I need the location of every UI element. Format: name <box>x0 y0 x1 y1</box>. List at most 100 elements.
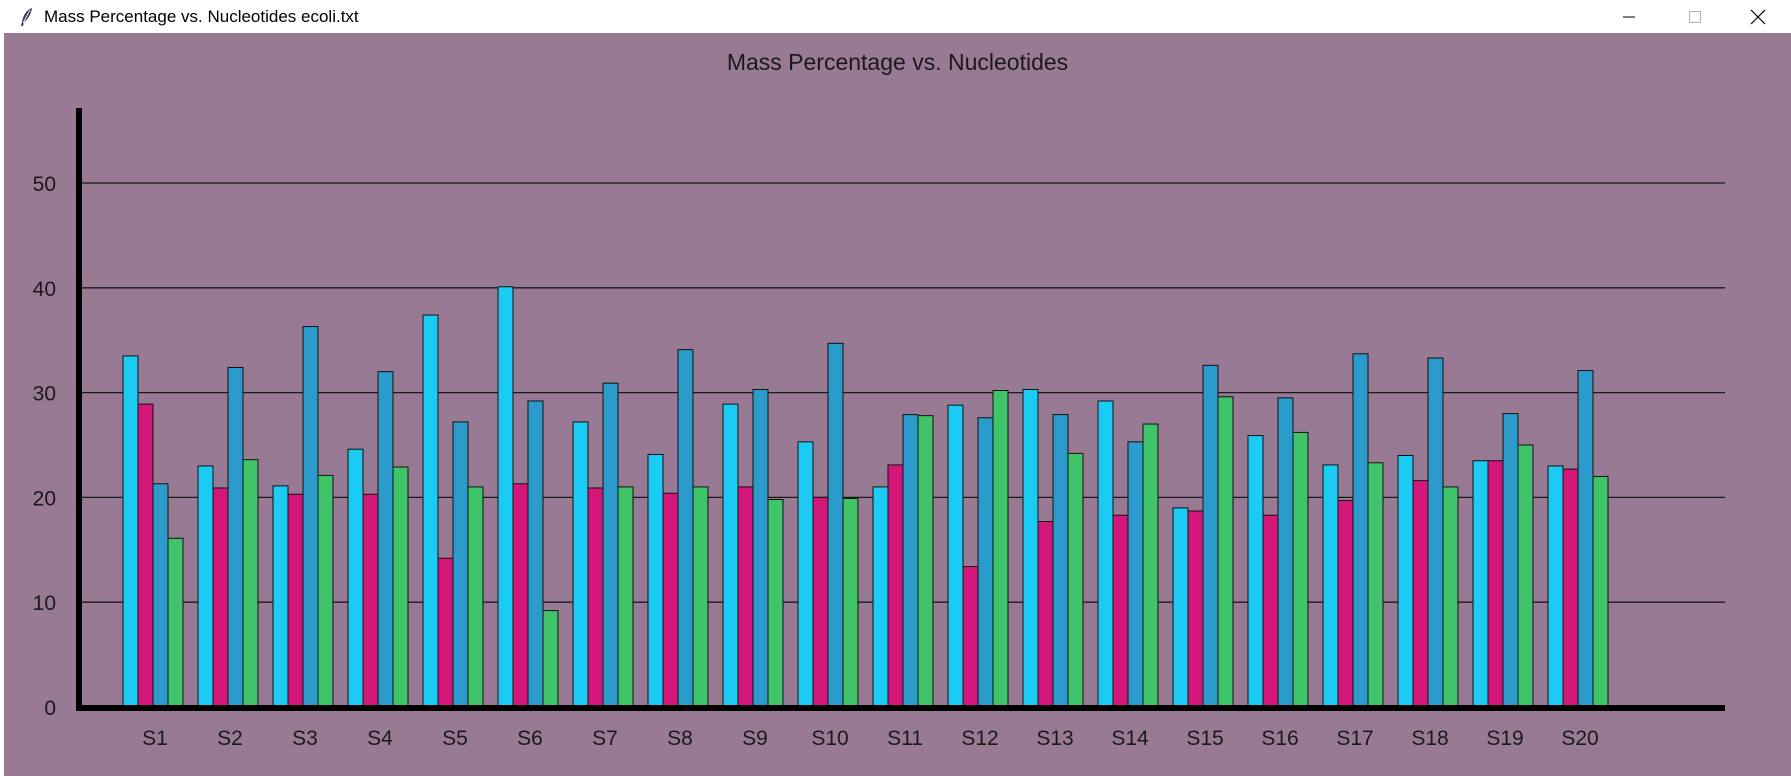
bar <box>167 537 184 708</box>
bar <box>587 487 604 708</box>
x-tick-label: S15 <box>1186 727 1223 750</box>
x-tick-label: S12 <box>961 727 998 750</box>
bar <box>1442 486 1459 708</box>
bar <box>617 486 634 708</box>
x-tick-label: S5 <box>442 727 468 750</box>
x-tick-label: S4 <box>367 727 393 750</box>
bar <box>647 453 664 708</box>
bar <box>992 390 1009 708</box>
window-title-bar: Mass Percentage vs. Nucleotides ecoli.tx… <box>0 0 1791 33</box>
bar <box>122 355 139 708</box>
bar <box>827 342 844 708</box>
y-tick-label: 20 <box>33 487 56 510</box>
bar <box>317 474 334 708</box>
bar <box>1322 464 1339 708</box>
bar <box>947 404 964 708</box>
bar <box>602 382 619 708</box>
bar-chart: 0 10 20 30 40 50 S1 S2 S3 S4 S5 S6 S7 S8 S9 S10 S11 S12 S1… <box>33 108 1725 750</box>
bar <box>1142 423 1159 708</box>
bar <box>917 415 934 708</box>
close-button[interactable] <box>1725 0 1791 33</box>
y-tick-label: 0 <box>44 697 56 720</box>
bar <box>722 403 739 708</box>
bar <box>1172 507 1189 708</box>
x-tick-label: S18 <box>1411 727 1448 750</box>
bar <box>1022 388 1039 708</box>
minimize-button[interactable] <box>1596 0 1662 33</box>
bar <box>812 496 829 708</box>
bar <box>572 421 589 708</box>
bar <box>1487 460 1504 708</box>
bar <box>1292 431 1309 708</box>
bar <box>902 414 919 708</box>
x-tick-label: S13 <box>1036 727 1073 750</box>
x-tick-label: S3 <box>292 727 318 750</box>
bar <box>1472 460 1489 708</box>
maximize-icon <box>1689 10 1701 23</box>
x-tick-label: S20 <box>1561 727 1598 750</box>
bar <box>452 421 469 708</box>
bar <box>677 349 694 708</box>
bar <box>1562 468 1579 708</box>
bar <box>437 557 454 708</box>
bar <box>1592 475 1609 708</box>
bar <box>227 366 244 708</box>
y-tick-label: 10 <box>33 592 56 615</box>
x-tick-label: S2 <box>217 727 243 750</box>
bar <box>1412 480 1429 708</box>
x-tick-label: S17 <box>1336 727 1373 750</box>
bar <box>512 483 529 708</box>
bar <box>1187 510 1204 708</box>
bar <box>527 400 544 708</box>
bar <box>212 487 229 708</box>
bar <box>767 498 784 708</box>
bar <box>1337 500 1354 708</box>
y-tick-label: 50 <box>33 173 56 196</box>
bar <box>1367 462 1384 708</box>
x-tick-label: S14 <box>1111 727 1149 750</box>
bar <box>272 485 289 708</box>
bar <box>887 464 904 708</box>
bar <box>752 388 769 708</box>
bar <box>1097 400 1114 708</box>
bar <box>1247 435 1264 708</box>
bar <box>1217 396 1234 708</box>
maximize-button[interactable] <box>1662 0 1728 33</box>
bar <box>692 486 709 708</box>
bar <box>662 492 679 708</box>
x-tick-label: S16 <box>1261 727 1298 750</box>
x-tick-label: S1 <box>142 727 168 750</box>
bar <box>287 493 304 708</box>
x-tick-label: S7 <box>592 727 618 750</box>
bar <box>1202 364 1219 708</box>
x-tick-label: S19 <box>1486 727 1523 750</box>
bar <box>1112 514 1129 708</box>
bar <box>1127 441 1144 708</box>
bar <box>1352 353 1369 708</box>
minimize-icon <box>1623 16 1635 17</box>
bar <box>1052 414 1069 708</box>
bar <box>1502 413 1519 708</box>
bar <box>467 486 484 708</box>
bar <box>1427 357 1444 708</box>
bar <box>197 465 214 708</box>
x-tick-label: S9 <box>742 727 768 750</box>
bar <box>1397 454 1414 708</box>
bar <box>797 441 814 708</box>
bar <box>302 326 319 708</box>
bar <box>872 486 889 708</box>
bar <box>1262 514 1279 708</box>
bar <box>422 314 439 708</box>
bar <box>737 486 754 708</box>
bar <box>962 566 979 708</box>
bar <box>392 466 409 708</box>
x-tick-label: S6 <box>517 727 543 750</box>
bar <box>1037 521 1054 708</box>
bar <box>242 459 259 708</box>
chart-title: Mass Percentage vs. Nucleotides <box>726 49 1069 75</box>
bar <box>977 417 994 708</box>
bar <box>497 286 514 708</box>
x-tick-label: S11 <box>887 727 923 750</box>
chart-canvas: Mass Percentage vs. Nucleotides 0 10 20 30 4… <box>4 33 1791 776</box>
bar <box>1517 444 1534 708</box>
